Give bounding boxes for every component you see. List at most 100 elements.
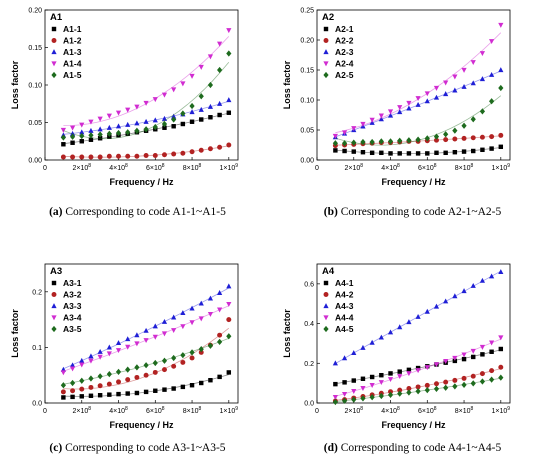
x-tick-label-b: 6×108 xyxy=(418,163,437,172)
data-point-d-3 xyxy=(341,355,348,361)
data-point-c-4 xyxy=(125,344,131,350)
data-point-a-4 xyxy=(207,54,214,60)
legend-marker-d-1 xyxy=(323,280,329,286)
data-point-a-2 xyxy=(79,154,85,160)
data-point-a-2 xyxy=(152,153,158,158)
data-point-a-2 xyxy=(143,153,149,158)
data-point-c-4 xyxy=(143,338,149,344)
data-point-d-4 xyxy=(433,362,440,368)
data-point-c-4 xyxy=(115,348,122,354)
data-point-d-5 xyxy=(461,381,467,389)
data-point-a-5 xyxy=(134,127,140,134)
data-point-d-3 xyxy=(387,329,394,335)
data-point-b-5 xyxy=(351,139,357,146)
data-point-c-5 xyxy=(226,333,232,340)
legend-marker-d-4 xyxy=(323,315,329,321)
chart-d-svg: 0.0 0.2 0.4 0.6 0 2×108 4×108 6×108 8×108 1×109 Fr… xyxy=(282,263,511,430)
data-point-c-4 xyxy=(97,354,103,360)
data-point-c-2 xyxy=(125,377,131,383)
y-tick-label-a: 0.20 xyxy=(28,8,42,15)
legend-label-a-2: A1-2 xyxy=(63,36,82,46)
data-point-c-3 xyxy=(97,348,103,354)
data-point-b-4 xyxy=(406,100,412,106)
data-point-c-5 xyxy=(207,342,214,349)
data-point-b-2 xyxy=(434,137,439,143)
data-point-b-3 xyxy=(479,76,486,82)
data-point-c-5 xyxy=(79,377,85,384)
data-point-c-1 xyxy=(79,394,84,399)
x-tick-label-b: 8×108 xyxy=(455,163,474,172)
data-point-b-1 xyxy=(434,150,439,156)
data-point-b-1 xyxy=(480,147,485,153)
legend-marker-b-5 xyxy=(323,71,329,79)
data-point-d-4 xyxy=(424,365,430,371)
data-point-c-3 xyxy=(217,290,223,295)
data-point-b-1 xyxy=(415,151,421,156)
legend-marker-d-3 xyxy=(323,303,329,309)
y-axis-label-c: Loss factor xyxy=(10,309,20,358)
y-tick-label-c: 0.1 xyxy=(32,345,42,352)
legend-label-a-3: A1-3 xyxy=(63,47,82,57)
legend-marker-d-5 xyxy=(323,325,329,333)
data-point-a-4 xyxy=(88,119,94,125)
plot-frame-d xyxy=(316,263,511,404)
data-point-b-1 xyxy=(369,150,375,156)
caption-a: (a) Corresponding to code A1-1~A1-5 xyxy=(0,206,275,218)
data-point-a-5 xyxy=(180,110,186,117)
data-point-b-1 xyxy=(342,148,347,154)
data-point-d-2 xyxy=(461,375,467,381)
data-point-b-4 xyxy=(498,22,504,28)
data-point-a-4 xyxy=(125,107,131,113)
data-point-d-5 xyxy=(470,380,476,387)
data-point-a-3 xyxy=(152,117,158,123)
y-axis-label-d: Loss factor xyxy=(282,309,292,358)
data-point-c-1 xyxy=(125,391,130,396)
data-point-a-5 xyxy=(152,123,158,131)
data-point-b-4 xyxy=(470,60,476,66)
data-point-d-1 xyxy=(406,367,412,373)
data-point-b-1 xyxy=(498,144,504,150)
data-point-a-3 xyxy=(115,123,122,129)
data-point-d-2 xyxy=(470,373,476,379)
legend-marker-a-4 xyxy=(51,61,57,67)
data-point-d-2 xyxy=(443,379,449,385)
data-point-a-2 xyxy=(162,152,167,158)
data-point-d-3 xyxy=(498,269,504,275)
data-point-d-5 xyxy=(443,384,449,391)
fit-line-c-2 xyxy=(63,327,230,390)
data-point-c-5 xyxy=(60,382,66,389)
data-point-c-1 xyxy=(143,389,149,395)
data-point-b-4 xyxy=(360,121,366,127)
data-point-a-1 xyxy=(70,140,75,145)
data-point-d-4 xyxy=(341,391,348,397)
legend-marker-b-2 xyxy=(323,38,329,43)
x-tick-label-b: 0 xyxy=(315,165,319,172)
data-point-a-1 xyxy=(189,119,195,124)
data-point-c-2 xyxy=(189,355,195,361)
data-point-a-3 xyxy=(97,126,103,132)
data-point-a-1 xyxy=(88,137,94,142)
data-point-b-1 xyxy=(333,148,338,153)
data-point-a-3 xyxy=(226,97,232,103)
data-point-b-3 xyxy=(433,94,440,100)
data-point-b-1 xyxy=(397,151,402,156)
data-point-d-1 xyxy=(333,381,338,387)
data-point-c-5 xyxy=(189,349,195,356)
plot-frame-c xyxy=(44,263,239,404)
data-point-c-1 xyxy=(134,390,140,396)
data-point-d-4 xyxy=(369,383,375,388)
data-point-c-3 xyxy=(106,344,112,350)
data-point-d-4 xyxy=(406,371,412,377)
data-point-b-1 xyxy=(379,150,384,156)
data-point-c-1 xyxy=(70,394,75,400)
data-point-a-1 xyxy=(162,125,167,130)
data-point-a-2 xyxy=(198,147,204,153)
data-point-c-4 xyxy=(217,307,223,313)
data-point-c-4 xyxy=(152,334,158,340)
data-point-b-4 xyxy=(332,133,338,139)
data-point-d-5 xyxy=(397,390,403,397)
data-point-a-4 xyxy=(217,41,223,47)
x-tick-label-c: 1×109 xyxy=(220,406,239,415)
y-axis-label-a: Loss factor xyxy=(10,60,20,109)
y-tick-label-b: 0.20 xyxy=(300,38,314,45)
